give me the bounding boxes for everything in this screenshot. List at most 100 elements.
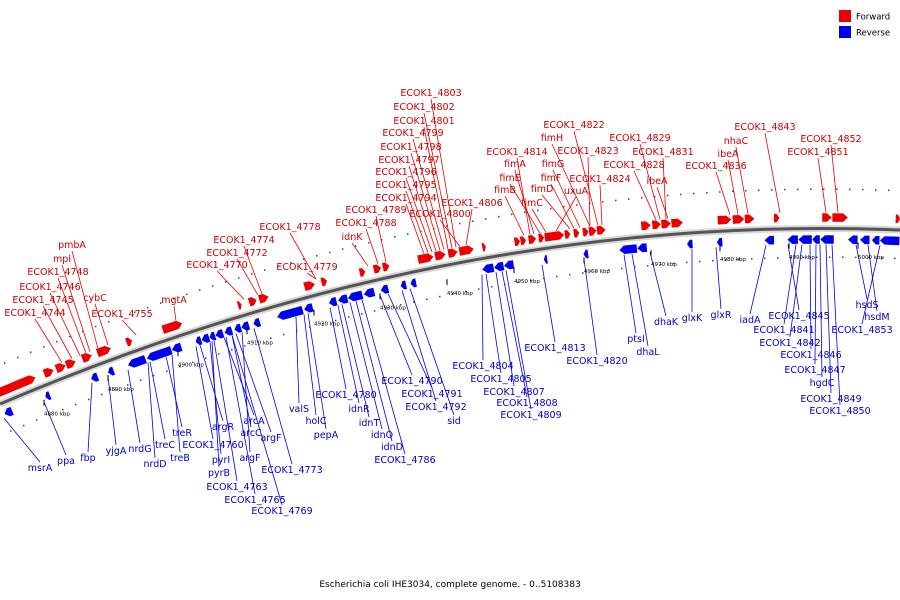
forward-gene (895, 214, 900, 224)
gene-label: dhaL (636, 347, 660, 358)
track-dot (127, 384, 129, 386)
reverse-gene (636, 242, 648, 253)
label-leader (623, 254, 637, 334)
track-dot (335, 319, 337, 322)
gene-label: idnO (371, 430, 393, 441)
label-leader (236, 258, 259, 296)
track-dot (95, 325, 97, 328)
reverse-gene (276, 305, 305, 321)
gene-label: ECOK1_4814 (486, 147, 547, 158)
gene-label: ECOK1_4852 (800, 134, 861, 145)
gene-label: hsdM (864, 312, 889, 323)
label-leader (149, 361, 166, 440)
reverse-gene (171, 342, 184, 353)
forward-gene (831, 212, 849, 223)
label-leader (814, 244, 817, 365)
track-dot (147, 306, 149, 309)
track-dot (283, 333, 285, 336)
forward-gene (446, 248, 459, 259)
gene-label: fimA (504, 159, 526, 170)
label-leader (783, 244, 797, 325)
track-dot (654, 195, 656, 198)
gene-label: hgdC (810, 378, 835, 389)
track-dot (829, 256, 831, 258)
gene-label: ppa (57, 456, 75, 467)
track-dot (361, 313, 363, 315)
label-leader (34, 318, 63, 363)
track-dot (10, 430, 12, 432)
tick-label: 4910 kbp (247, 340, 273, 346)
track-dot (56, 340, 58, 343)
label-leader (599, 184, 603, 226)
gene-label: iadA (740, 315, 761, 326)
label-leader (49, 292, 81, 356)
gene-label: ECOK1_4809 (500, 410, 561, 421)
gene-label: ECOK1_4829 (609, 133, 670, 144)
track-dot (368, 242, 370, 244)
track-dots (4, 188, 896, 432)
forward-gene (537, 233, 545, 244)
label-leader (649, 252, 667, 317)
label-leader (355, 300, 393, 442)
track-dot (511, 213, 513, 216)
reverse-gene (481, 262, 495, 274)
track-dot (797, 188, 799, 191)
label-leader (211, 341, 220, 468)
gene-label: ECOK1_4769 (251, 506, 312, 517)
gene-label: mpl (53, 254, 71, 265)
gene-label: fimH (541, 133, 563, 144)
label-leader (94, 303, 109, 346)
gene-label: sid (447, 416, 461, 427)
label-leader (361, 299, 406, 455)
label-leader (57, 277, 87, 354)
label-leader (861, 245, 881, 325)
track-dot (465, 290, 467, 293)
label-leader (505, 270, 532, 410)
track-dot (556, 275, 558, 278)
label-leader (71, 250, 99, 349)
track-dot (140, 379, 142, 381)
gene-label: nhaC (724, 136, 749, 147)
track-dot (69, 335, 71, 338)
reverse-gene (201, 332, 212, 344)
gene-label: idnR (348, 404, 370, 415)
track-dot (491, 286, 493, 288)
forward-gene (572, 228, 580, 239)
reverse-gene (543, 254, 549, 265)
label-leader (375, 215, 387, 263)
gene-label: ECOK1_4748 (27, 267, 88, 278)
label-leader (127, 369, 141, 444)
track-dot (82, 330, 84, 333)
gene-label: ECOK1_4773 (261, 465, 322, 476)
reverse-gene (90, 371, 100, 383)
track-dot (485, 218, 487, 220)
label-leader (639, 143, 661, 220)
reverse-gene (493, 261, 505, 272)
label-leader (405, 177, 433, 253)
track-dot (732, 190, 734, 193)
track-dot (23, 424, 25, 427)
forward-gene (160, 320, 183, 335)
gene-label: ECOK1_4802 (393, 102, 454, 113)
label-leader (633, 170, 657, 220)
legend-forward-label: Forward (856, 13, 890, 23)
reverse-gene (879, 235, 900, 246)
label-leader (485, 273, 502, 374)
gene-label: ECOK1_4763 (206, 482, 267, 493)
gene-label: ECOK1_4831 (632, 147, 693, 158)
track-dot (764, 257, 766, 260)
track-dot (758, 189, 760, 192)
label-leader (825, 244, 832, 394)
track-dot (160, 302, 162, 304)
label-leader (173, 305, 177, 321)
gene-label: yjgA (106, 446, 127, 457)
reverse-gene (3, 406, 15, 417)
track-dot (608, 269, 610, 271)
gene-label: nrdD (143, 459, 166, 470)
forward-gene (358, 267, 366, 278)
gene-label: fimD (531, 184, 554, 195)
label-leader (349, 302, 383, 430)
gene-label: fimB (494, 185, 516, 196)
track-dot (842, 256, 844, 259)
gene-label: fimF (541, 173, 562, 184)
